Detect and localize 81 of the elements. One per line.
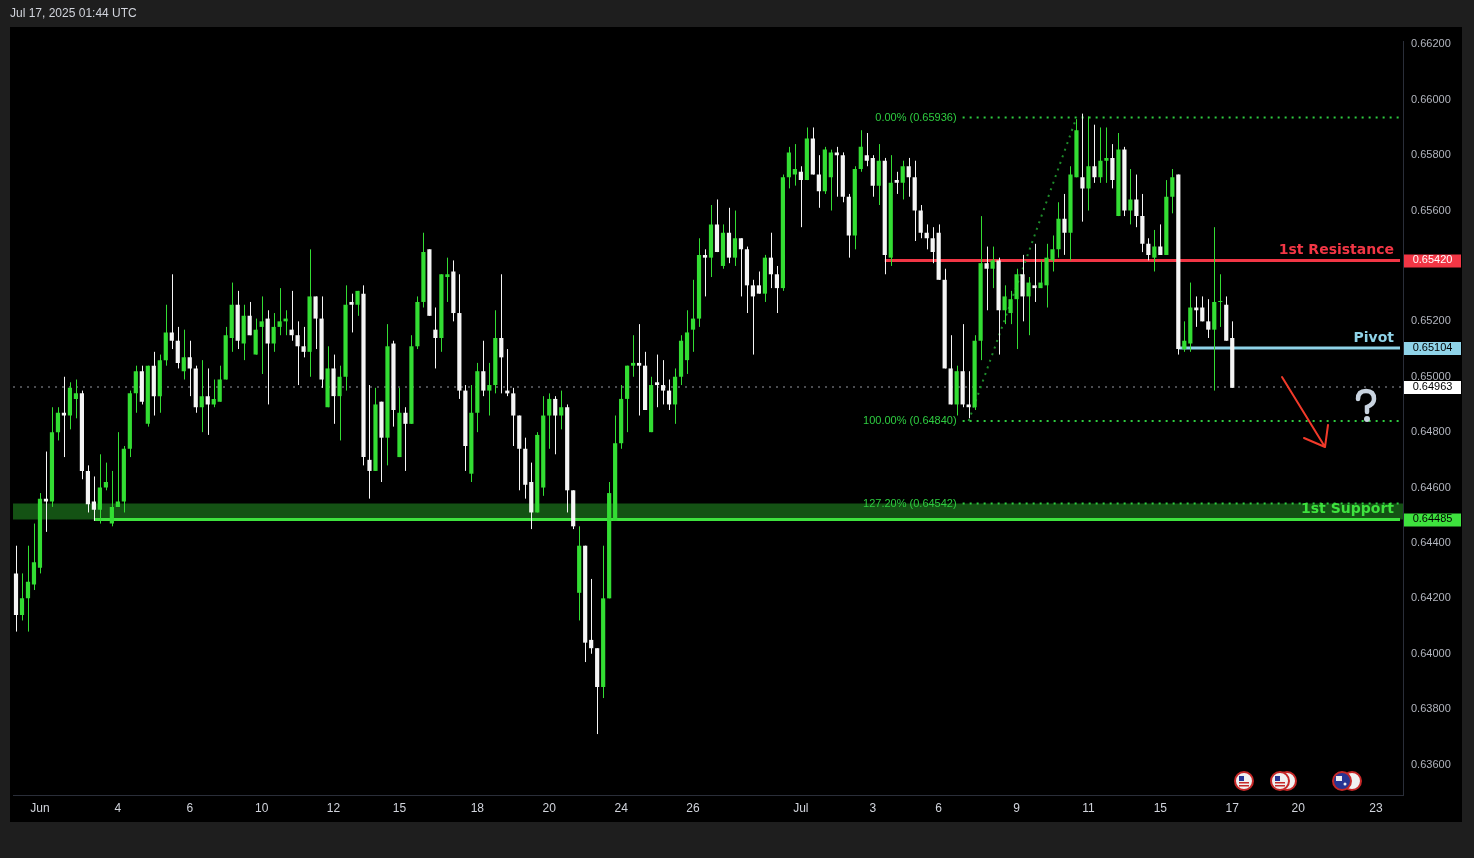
candlestick	[349, 293, 354, 333]
candlestick	[313, 295, 318, 350]
candlestick	[379, 401, 384, 483]
x-tick-label: 20	[1291, 800, 1306, 815]
y-tick-label: 0.66200	[1411, 37, 1451, 50]
y-tick-label: 0.63800	[1411, 702, 1451, 715]
candlestick	[1080, 113, 1085, 223]
candlestick	[427, 248, 432, 317]
x-tick-label: 15	[1153, 800, 1168, 815]
y-tick-label: 0.64800	[1411, 425, 1451, 438]
annotation: 127.20% (0.64542)	[863, 496, 957, 509]
data-label: 0.65104	[1412, 340, 1453, 353]
candlestick	[331, 354, 336, 425]
data-label: 0.64485	[1412, 512, 1453, 525]
x-tick-label: 20	[542, 800, 557, 815]
series-label: Pivot	[1353, 328, 1395, 345]
candlestick	[1020, 254, 1025, 322]
candlestick	[295, 320, 300, 386]
annotation: 0.00% (0.65936)	[875, 110, 957, 123]
candlestick	[403, 406, 408, 472]
x-tick-label: 6	[935, 800, 943, 815]
y-tick-label: 0.65800	[1411, 148, 1451, 161]
candlestick	[1110, 143, 1115, 189]
y-tick-label: 0.65600	[1411, 203, 1451, 216]
candlestick	[1014, 268, 1019, 350]
candlestick	[337, 365, 342, 441]
x-tick-label: 26	[686, 800, 701, 815]
candlestick	[1062, 193, 1067, 256]
x-tick-label: 6	[186, 800, 194, 815]
chart-title: Jul 17, 2025 01:44 UTC	[10, 6, 137, 20]
y-tick-label: 0.66000	[1411, 92, 1451, 105]
candlestick	[415, 295, 420, 350]
candlestick	[301, 326, 306, 358]
x-tick-label: 23	[1369, 800, 1384, 815]
candlestick	[409, 334, 414, 425]
x-tick-label: 12	[326, 800, 341, 815]
y-tick-label: 0.64200	[1411, 591, 1451, 604]
x-tick-label: 3	[869, 800, 877, 815]
candlestick	[1056, 201, 1061, 259]
candlestick	[1098, 126, 1103, 184]
x-tick-label: Jul	[793, 800, 809, 815]
y-tick-label: 0.64600	[1411, 480, 1451, 493]
candlestick	[421, 232, 426, 309]
candlestick	[1026, 276, 1031, 336]
candlestick	[385, 323, 390, 466]
x-tick-label: 4	[114, 800, 122, 815]
candlestick	[1116, 132, 1121, 217]
x-tick-label: 15	[392, 800, 407, 815]
y-tick-label: 0.64400	[1411, 535, 1451, 548]
x-tick-label: 17	[1225, 800, 1240, 815]
candlestick	[1086, 115, 1091, 212]
y-tick-label: 0.63600	[1411, 757, 1451, 770]
candlestick	[996, 257, 1001, 356]
series-label: 1st Support	[1301, 500, 1395, 517]
candlestick	[397, 387, 402, 458]
x-tick-label: 11	[1082, 800, 1095, 815]
candlestick	[990, 246, 995, 289]
x-tick-label: 10	[254, 800, 269, 815]
ref-line-label: 0.64963	[1412, 380, 1453, 393]
candlestick	[343, 284, 348, 392]
x-tick-label: 18	[470, 800, 485, 815]
x-tick-label: 9	[1013, 800, 1021, 815]
y-tick-label: 0.64000	[1411, 646, 1451, 659]
candlestick	[355, 290, 360, 317]
candlestick	[1092, 124, 1097, 184]
candlestick	[361, 284, 366, 466]
x-tick-label: Jun	[30, 800, 50, 815]
annotation: 100.00% (0.64840)	[863, 414, 957, 427]
candlestick	[391, 340, 396, 428]
candlestick	[373, 387, 378, 472]
candlestick	[367, 384, 372, 500]
data-label: 0.65420	[1412, 253, 1453, 266]
candlestick	[307, 248, 312, 378]
candlestick	[1104, 126, 1109, 184]
y-tick-label: 0.65000	[1411, 369, 1451, 382]
candlestick	[319, 295, 324, 389]
x-tick-label: 24	[614, 800, 629, 815]
candlestick	[325, 345, 330, 408]
candlestick	[1032, 243, 1037, 303]
series-label: 1st Resistance	[1278, 241, 1394, 258]
y-tick-label: 0.65200	[1411, 314, 1451, 327]
